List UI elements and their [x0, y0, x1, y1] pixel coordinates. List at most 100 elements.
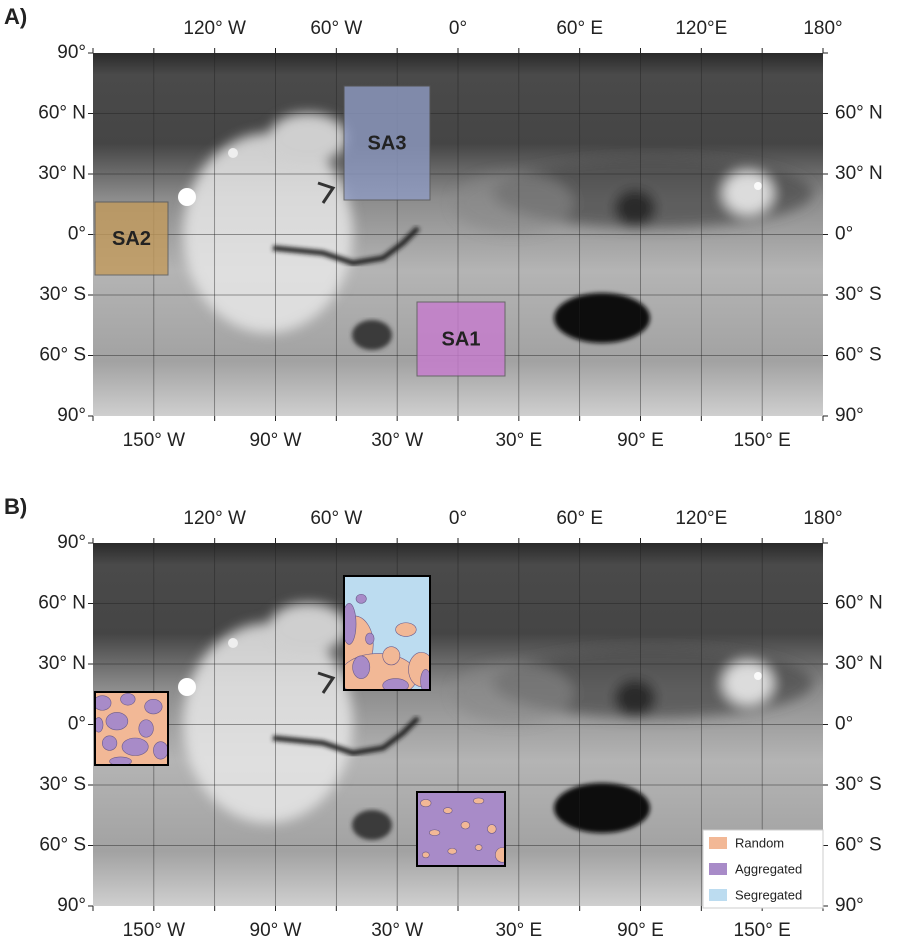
pattern-patch [153, 741, 168, 760]
lon-label: 30° W [371, 920, 423, 941]
lat-label: 30° N [835, 163, 883, 184]
study-area [416, 301, 506, 377]
pattern-patch [447, 847, 457, 855]
lon-label: 120° W [183, 18, 246, 39]
lat-label: 60° N [38, 103, 86, 124]
lon-label: 120°E [675, 508, 727, 529]
pattern-patch [474, 844, 483, 851]
lon-label: 150° W [123, 920, 186, 941]
lat-label: 90° [57, 532, 86, 553]
pattern-patch [95, 695, 112, 711]
pattern-patch [105, 712, 129, 731]
study-area-border [94, 691, 169, 766]
pattern-patch [429, 829, 441, 836]
panel-label: A) [4, 4, 27, 29]
lat-label: 60° S [39, 835, 86, 856]
lon-label: 60° E [556, 508, 603, 529]
lat-label: 90° [835, 895, 864, 916]
panel-label: B) [4, 494, 27, 519]
legend-swatch [709, 837, 727, 849]
lat-label: 30° N [835, 653, 883, 674]
pattern-patch [355, 593, 367, 604]
lat-label: 90° [835, 405, 864, 426]
lon-label: 150° E [734, 430, 791, 451]
study-area-label: SA2 [112, 228, 151, 250]
pattern-patch [120, 693, 136, 706]
lon-label: 60° E [556, 18, 603, 39]
lon-label: 30° W [371, 430, 423, 451]
pattern-patch [395, 622, 417, 637]
pattern-patch [382, 646, 401, 666]
legend-swatch [709, 863, 727, 875]
lon-label: 90° E [617, 920, 664, 941]
pattern-patch [487, 824, 497, 834]
lat-label: 0° [68, 714, 86, 735]
legend-swatch [709, 889, 727, 901]
lon-label: 30° E [495, 430, 542, 451]
pattern-patch [344, 603, 357, 645]
legend-label: Aggregated [735, 861, 802, 876]
lon-label: 90° W [250, 430, 302, 451]
pattern-patch [138, 719, 154, 738]
pattern-patch [144, 698, 163, 715]
lat-label: 30° N [38, 163, 86, 184]
pattern-patch [421, 851, 430, 859]
pattern-patch [109, 756, 132, 765]
lat-label: 0° [835, 224, 853, 245]
lat-label: 0° [68, 224, 86, 245]
lon-label: 180° [803, 508, 842, 529]
lat-label: 60° N [38, 593, 86, 614]
lat-label: 30° S [39, 774, 86, 795]
pattern-area [344, 576, 430, 690]
pattern-patch [352, 655, 371, 679]
lat-label: 90° [57, 895, 86, 916]
lon-label: 0° [449, 508, 467, 529]
lat-label: 30° N [38, 653, 86, 674]
lon-label: 120°E [675, 18, 727, 39]
lon-label: 150° E [734, 920, 791, 941]
pattern-area [417, 792, 505, 866]
lon-label: 60° W [310, 508, 362, 529]
lat-label: 90° [57, 405, 86, 426]
pattern-area [95, 692, 168, 765]
pattern-patch [443, 807, 453, 814]
lat-label: 60° S [835, 835, 882, 856]
lat-label: 60° N [835, 593, 883, 614]
lon-label: 60° W [310, 18, 362, 39]
pattern-patch [101, 735, 118, 751]
pattern-patch [121, 737, 149, 756]
lat-label: 60° S [835, 345, 882, 366]
pattern-patch [95, 717, 104, 733]
lon-label: 30° E [495, 920, 542, 941]
pattern-patch [460, 821, 471, 830]
pattern-patch [473, 797, 485, 805]
legend-label: Segregated [735, 887, 802, 902]
study-area-label: SA3 [368, 132, 407, 154]
lat-label: 0° [835, 714, 853, 735]
pattern-patch [365, 632, 375, 645]
pattern-patch [495, 847, 505, 863]
study-area-border [343, 575, 431, 691]
lon-label: 120° W [183, 508, 246, 529]
lat-label: 30° S [835, 284, 882, 305]
lon-label: 150° W [123, 430, 186, 451]
study-area-label: SA1 [442, 328, 481, 350]
lat-label: 30° S [835, 774, 882, 795]
lat-label: 60° N [835, 103, 883, 124]
lat-label: 30° S [39, 284, 86, 305]
study-area [94, 201, 169, 276]
pattern-patch [420, 669, 430, 690]
lon-label: 90° W [250, 920, 302, 941]
legend-label: Random [735, 835, 784, 850]
study-area-border [416, 791, 506, 867]
lat-label: 90° [57, 42, 86, 63]
lon-label: 90° E [617, 430, 664, 451]
lon-label: 180° [803, 18, 842, 39]
lon-label: 0° [449, 18, 467, 39]
lat-label: 60° S [39, 345, 86, 366]
study-area [343, 85, 431, 201]
pattern-patch [420, 799, 432, 808]
pattern-patch [382, 678, 409, 690]
